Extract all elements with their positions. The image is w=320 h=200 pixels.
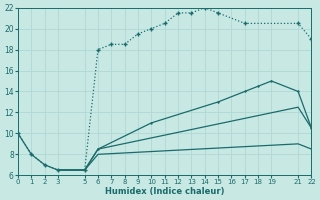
X-axis label: Humidex (Indice chaleur): Humidex (Indice chaleur) — [105, 187, 224, 196]
